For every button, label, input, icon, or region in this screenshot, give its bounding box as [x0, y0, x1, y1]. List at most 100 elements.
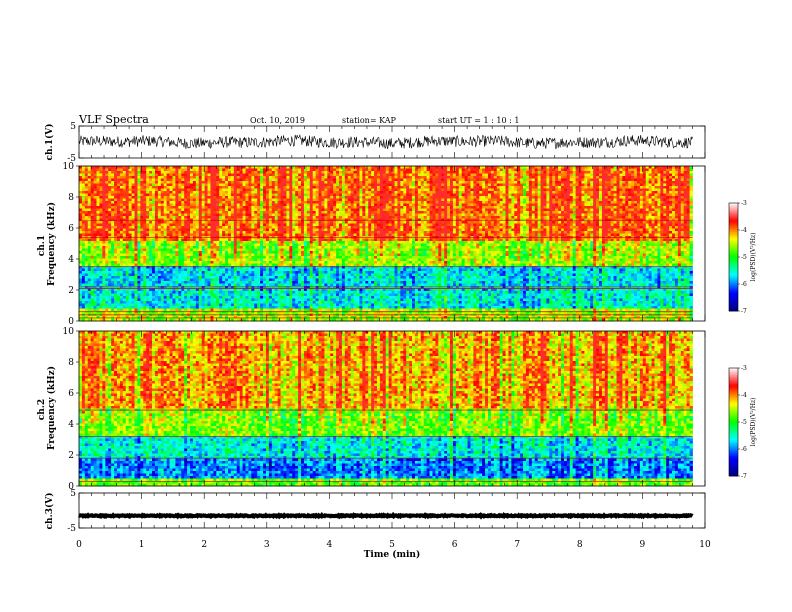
spectrogram-cell — [686, 211, 690, 214]
spectrogram-cell — [116, 176, 121, 179]
spectrogram-cell — [195, 208, 200, 212]
spectrogram-cell — [128, 211, 132, 214]
spectrogram-cell — [268, 208, 273, 212]
spectrogram-cell — [663, 176, 667, 179]
spectrogram-cell — [111, 206, 115, 209]
spectrogram-cell — [523, 178, 527, 182]
spectrogram-cell — [505, 183, 509, 187]
spectrogram-cell — [543, 168, 547, 172]
spectrogram-cell — [625, 201, 629, 204]
spectrogram-cell — [543, 206, 547, 209]
spectrogram-cell — [365, 181, 369, 184]
spectrogram-cell — [157, 221, 162, 224]
spectrogram-cell — [312, 223, 317, 227]
spectrogram-cell — [628, 168, 632, 172]
spectrogram-cell — [230, 168, 235, 172]
spectrogram-cell — [531, 181, 536, 184]
spectrogram-cell — [479, 198, 483, 202]
spectrogram-cell — [359, 173, 363, 177]
spectrogram-cell — [593, 198, 597, 202]
spectrogram-cell — [257, 173, 261, 177]
spectrogram-cell — [523, 171, 527, 174]
spectrogram-cell — [674, 206, 679, 209]
spectrogram-cell — [81, 198, 86, 202]
spectrogram-cell — [309, 181, 314, 184]
spectrogram-cell — [631, 181, 635, 184]
spectrogram-cell — [391, 196, 395, 199]
spectrogram-cell — [499, 203, 503, 207]
spectrogram-cell — [160, 168, 165, 172]
spectrogram-cell — [169, 203, 173, 207]
spectrogram-cell — [163, 196, 168, 199]
spectrogram-cell — [292, 216, 296, 219]
spectrogram-cell — [301, 186, 305, 189]
spectrogram-cell — [350, 196, 354, 199]
spectrogram-cell — [590, 206, 594, 209]
spectrogram-cell — [339, 191, 343, 194]
spectrogram-cell — [587, 193, 591, 197]
spectrogram-cell — [654, 203, 658, 207]
spectrogram-cell — [423, 183, 428, 187]
spectrogram-cell — [87, 206, 92, 209]
spectrogram-cell — [476, 211, 480, 214]
spectrogram-cell — [414, 216, 419, 219]
spectrogram-cell — [207, 216, 211, 219]
spectrogram-cell — [479, 178, 483, 182]
spectrogram-cell — [178, 196, 182, 199]
spectrogram-cell — [578, 178, 582, 182]
spectrogram-cell — [525, 221, 530, 224]
spectrogram-cell — [371, 221, 375, 224]
spectrogram-cell — [160, 188, 165, 192]
spectrogram-cell — [382, 203, 387, 207]
spectrogram-cell — [222, 206, 226, 209]
spectrogram-cell — [634, 211, 638, 214]
spectrogram-cell — [321, 201, 325, 204]
spectrogram-cell — [578, 183, 582, 187]
spectrogram-cell — [680, 201, 685, 204]
spectrogram-cell — [175, 183, 179, 187]
spectrogram-cell — [657, 206, 661, 209]
spectrogram-cell — [289, 221, 293, 224]
spectrogram-cell — [318, 188, 322, 192]
spectrogram-cell — [525, 186, 530, 189]
spectrogram-cell — [677, 188, 682, 192]
spectrogram-cell — [274, 203, 279, 207]
spectrogram-cell — [432, 181, 436, 184]
spectrogram-cell — [584, 208, 588, 212]
spectrogram-cell — [146, 173, 150, 177]
spectrogram-cell — [225, 183, 229, 187]
spectrogram-cell — [268, 216, 273, 219]
spectrogram-cell — [336, 206, 340, 209]
spectrogram-cell — [131, 196, 135, 199]
spectrogram-cell — [119, 166, 124, 169]
spectrogram-cell — [426, 166, 430, 169]
spectrogram-cell — [406, 186, 410, 189]
spectrogram-cell — [362, 178, 366, 182]
spectrogram-cell — [257, 191, 261, 194]
spectrogram-cell — [666, 211, 670, 214]
spectrogram-cell — [610, 201, 614, 204]
spectrogram-cell — [134, 193, 138, 197]
spectrogram-cell — [420, 176, 425, 179]
spectrogram-cell — [365, 191, 369, 194]
spectrogram-cell — [143, 223, 147, 227]
spectrogram-cell — [257, 206, 261, 209]
spectrogram-cell — [391, 206, 395, 209]
spectrogram-cell — [160, 211, 165, 214]
spectrogram-cell — [251, 178, 255, 182]
spectrogram-cell — [213, 168, 217, 172]
spectrogram-cell — [663, 203, 667, 207]
spectrogram-cell — [514, 208, 518, 212]
spectrogram-cell — [406, 168, 410, 172]
spectrogram-cell — [99, 181, 103, 184]
spectrogram-cell — [689, 193, 693, 197]
spectrogram-cell — [321, 191, 325, 194]
spectrogram-cell — [362, 166, 366, 169]
spectrogram-cell — [84, 216, 89, 219]
spectrogram-cell — [680, 216, 685, 219]
spectrogram-cell — [157, 208, 162, 212]
spectrogram-cell — [184, 193, 188, 197]
spectrogram-cell — [599, 211, 603, 214]
spectrogram-cell — [169, 201, 173, 204]
spectrogram-cell — [540, 213, 544, 217]
